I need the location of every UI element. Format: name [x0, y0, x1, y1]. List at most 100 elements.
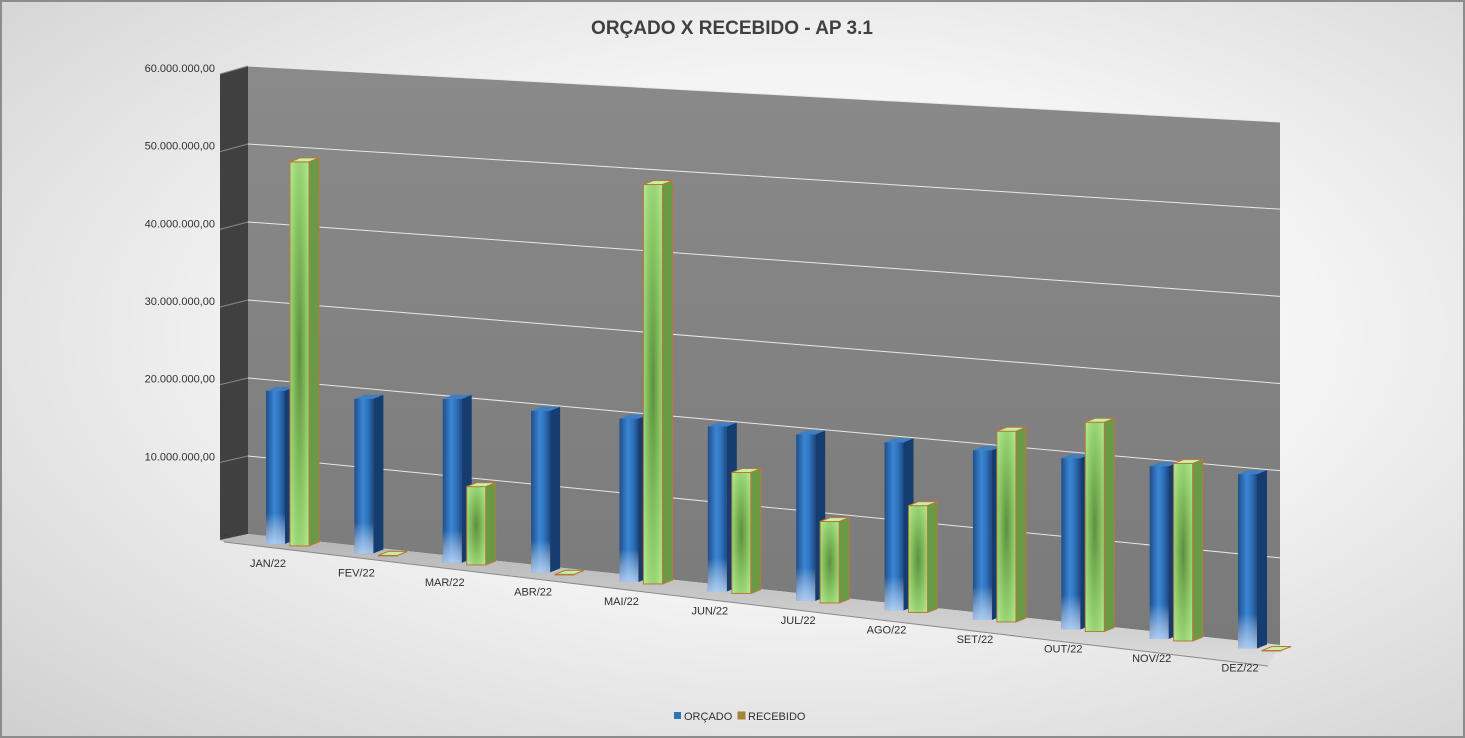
y-tick-label: 30.000.000,00 — [145, 296, 215, 308]
bar-orcado-4 — [531, 406, 561, 573]
legend-label-2: RECEBIDO — [748, 711, 806, 723]
bar-recebido-3-side — [485, 481, 497, 566]
bars — [266, 157, 1292, 652]
bar-recebido-6-front — [731, 471, 752, 594]
y-tick-label: 60.000.000,00 — [145, 63, 215, 75]
x-tick-label: OUT/22 — [1044, 643, 1083, 655]
y-tick-label: 40.000.000,00 — [145, 218, 215, 230]
bar-recebido-8-front — [908, 505, 929, 613]
floor — [220, 534, 1280, 666]
x-axis-line — [223, 541, 1269, 667]
bar-orcado-10 — [1061, 454, 1091, 630]
bar-recebido-9-side — [1015, 426, 1027, 623]
bar-orcado-2-top — [354, 394, 384, 399]
bar-orcado-8-top — [884, 438, 914, 443]
bar-recebido-11 — [1173, 458, 1204, 642]
bar-orcado-12 — [1238, 470, 1267, 649]
bar-orcado-4-sheen — [531, 410, 551, 573]
gridline — [247, 299, 1281, 384]
x-tick-label: MAR/22 — [425, 577, 465, 589]
bar-recebido-10-top — [1085, 417, 1115, 423]
bar-recebido-1-top — [289, 157, 320, 163]
gridline — [247, 65, 1281, 123]
bar-recebido-5 — [642, 179, 673, 585]
bar-orcado-10-top — [1061, 454, 1091, 459]
gridline-side — [219, 143, 249, 153]
bar-orcado-11-sheen — [1149, 466, 1169, 639]
gridline-side — [219, 65, 249, 75]
bar-orcado-5-top — [619, 414, 649, 419]
bar-recebido-10-front — [1084, 421, 1105, 632]
gridline-side — [219, 455, 249, 463]
bar-orcado-12-top — [1238, 470, 1267, 475]
bar-recebido-8 — [908, 500, 938, 614]
bar-recebido-12 — [1261, 646, 1292, 652]
bar-orcado-12-sheen — [1238, 474, 1257, 649]
legend-label-1: ORÇADO — [684, 711, 733, 723]
bar-recebido-5-top — [643, 180, 673, 185]
bar-orcado-4-side — [550, 406, 561, 573]
bar-recebido-5-side — [662, 179, 673, 585]
y-tick-label: - — [224, 529, 228, 541]
bar-recebido-1-side — [308, 157, 320, 547]
bar-orcado-2-sheen — [354, 398, 374, 554]
bar-recebido-7-side — [838, 516, 850, 604]
gridline-side — [219, 221, 249, 230]
bar-recebido-3-front — [466, 486, 487, 566]
gridline — [247, 221, 1281, 297]
bar-orcado-3-top — [442, 394, 472, 399]
bar-orcado-2 — [354, 394, 384, 554]
bar-orcado-1-sheen — [266, 390, 285, 544]
y-tick-label: 50.000.000,00 — [145, 141, 215, 153]
chart-title: ORÇADO X RECEBIDO - AP 3.1 — [591, 18, 873, 39]
bar-orcado-5-sheen — [619, 418, 639, 582]
bar-recebido-7-front — [819, 521, 840, 604]
bar-recebido-9-top — [996, 426, 1027, 432]
bar-recebido-4 — [554, 569, 585, 576]
bar-recebido-1-front — [289, 161, 310, 547]
bar-orcado-12-side — [1257, 470, 1267, 649]
bar-recebido-2 — [377, 550, 408, 557]
bar-recebido-3 — [466, 481, 497, 566]
bar-recebido-8-side — [927, 500, 938, 614]
x-tick-label: MAI/22 — [604, 596, 639, 608]
bar-recebido-12-top — [1261, 646, 1292, 651]
bar-recebido-1 — [289, 157, 320, 547]
bar-recebido-7-top — [820, 517, 850, 522]
bar-recebido-11-front — [1173, 463, 1194, 642]
bar-recebido-10-side — [1103, 417, 1115, 633]
bar-orcado-7-top — [796, 430, 826, 435]
y-axis-ticks: - 10.000.000,00 20.000.000,00 30.000.000,00… — [145, 63, 229, 541]
bar-recebido-7 — [819, 516, 850, 604]
bar-orcado-4-top — [531, 406, 561, 411]
bar-orcado-11-top — [1149, 462, 1179, 467]
gridline-side — [219, 377, 249, 386]
x-tick-label: FEV/22 — [338, 567, 375, 579]
bar-orcado-8-sheen — [884, 442, 904, 611]
bar-orcado-6-top — [707, 422, 737, 427]
bar-orcado-8 — [884, 438, 914, 611]
x-tick-label: JUN/22 — [691, 605, 728, 617]
x-tick-label: NOV/22 — [1132, 653, 1171, 665]
bar-recebido-2-top — [378, 550, 408, 556]
bar-recebido-9 — [996, 426, 1027, 623]
x-tick-label: JAN/22 — [250, 558, 286, 570]
x-tick-label: AGO/22 — [867, 624, 907, 636]
bar-recebido-11-side — [1192, 458, 1204, 642]
bar-orcado-9-top — [972, 446, 1002, 451]
legend-swatch-1 — [674, 712, 681, 719]
bar-recebido-10 — [1084, 417, 1115, 633]
x-tick-label: DEZ/22 — [1221, 662, 1258, 674]
bar-recebido-6-side — [750, 467, 762, 595]
legend-swatch-2 — [737, 711, 746, 720]
bar-recebido-5-front — [642, 184, 663, 585]
y-tick-label: 10.000.000,00 — [145, 451, 215, 463]
bar-orcado-2-side — [373, 394, 384, 554]
bar-orcado-3-sheen — [442, 398, 462, 563]
bar-recebido-4-top — [554, 569, 585, 575]
y-tick-label: 20.000.000,00 — [145, 374, 215, 386]
gridline-side — [219, 299, 249, 308]
bar-orcado-7-sheen — [796, 434, 816, 601]
bar-orcado-9-sheen — [972, 450, 992, 620]
